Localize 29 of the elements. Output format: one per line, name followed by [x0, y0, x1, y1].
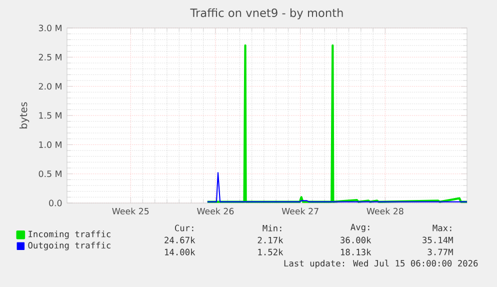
y-tick-label: 3.0 M — [38, 24, 62, 32]
y-tick-label: 0.0 — [49, 200, 62, 206]
text: 2.17k — [258, 236, 284, 244]
text: 35.14M — [422, 236, 453, 244]
y-tick-label: 0.5 M — [38, 170, 62, 178]
line-series — [206, 44, 467, 203]
text: Max: — [432, 224, 452, 232]
legend-label: Outgoing traffic — [28, 242, 110, 250]
y-axis-title: bytes — [19, 102, 30, 128]
text: Min: — [262, 224, 282, 232]
x-tick-label: Week 27 — [282, 208, 318, 214]
y-tick-label: 1.5 M — [39, 112, 62, 119]
text: Last update: Wed Jul 15 06:00:00 2026 — [284, 260, 478, 268]
text: 18.13k — [341, 248, 372, 256]
text: Avg: — [350, 224, 370, 232]
x-tick-label: Week 26 — [197, 208, 234, 214]
text: 24.67k — [164, 236, 196, 244]
y-tick-label: 2.0 M — [38, 83, 62, 90]
legend-label: Incoming traffic — [28, 230, 110, 240]
text: Cur: — [175, 224, 194, 232]
text: 1.52k — [258, 248, 284, 256]
x-tick-label: Week 28 — [366, 208, 404, 214]
y-tick-label: 2.5 M — [38, 54, 62, 60]
text: 3.77M — [428, 248, 453, 256]
text: 14.00k — [165, 248, 196, 256]
x-tick-label: Week 25 — [112, 208, 149, 214]
y-tick-label: 1.0 M — [39, 141, 62, 148]
chart-title: Traffic on vnet9 - by month — [190, 8, 343, 20]
text: 36.00k — [340, 236, 372, 244]
